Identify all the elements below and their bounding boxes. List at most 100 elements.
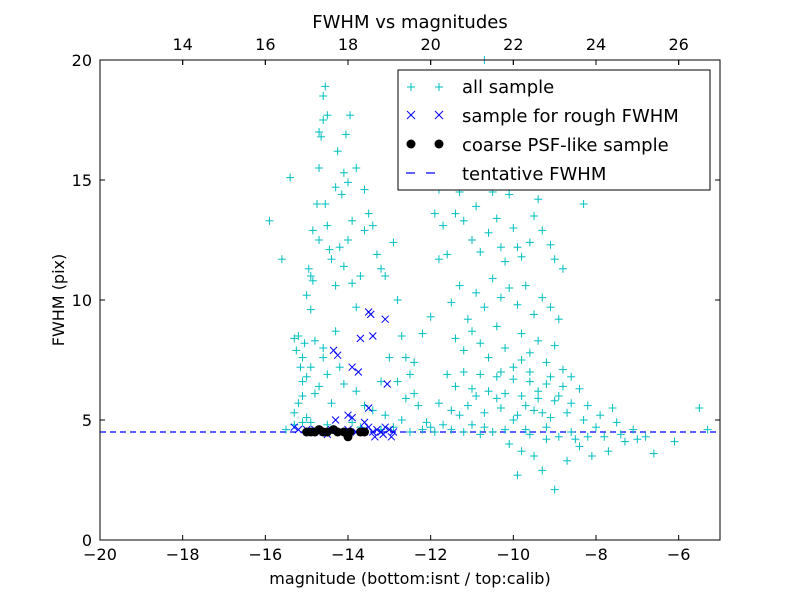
all-sample-point (319, 353, 328, 362)
y-tick-label: 15 (72, 171, 92, 190)
all-sample-point (620, 437, 629, 446)
all-sample-point (422, 418, 431, 427)
all-sample-point (567, 399, 576, 408)
rough-fwhm-point (381, 423, 390, 432)
all-sample-point (538, 408, 547, 417)
all-sample-point (567, 428, 576, 436)
rough-fwhm-point (344, 411, 352, 420)
all-sample-point (294, 399, 303, 408)
rough-fwhm-point (333, 351, 342, 360)
rough-fwhm-point (331, 416, 340, 424)
all-sample-point (308, 276, 317, 285)
top-tick-label: 26 (668, 35, 688, 54)
all-sample-point (393, 377, 402, 386)
all-sample-point (492, 322, 501, 331)
all-sample-point (393, 296, 402, 304)
all-sample-point (542, 423, 551, 432)
all-sample-point (381, 272, 390, 280)
all-sample-point (463, 315, 472, 324)
all-sample-point (451, 334, 460, 343)
all-sample-point (608, 404, 617, 412)
x-tick-label: −8 (584, 545, 608, 564)
all-sample-point (426, 312, 435, 321)
all-sample-point (302, 413, 311, 422)
all-sample-point (517, 356, 526, 364)
all-sample-point (484, 387, 493, 396)
all-sample-point (331, 183, 340, 192)
legend-box (397, 69, 711, 191)
all-sample-point (592, 423, 600, 432)
all-sample-point (525, 377, 534, 386)
all-sample-point (468, 420, 476, 429)
all-sample-point (488, 428, 497, 436)
all-sample-point (513, 243, 522, 252)
all-sample-point (414, 401, 423, 410)
all-sample-point (302, 372, 311, 381)
all-sample-point (542, 435, 551, 444)
all-sample-point (352, 387, 361, 396)
all-sample-point (587, 452, 596, 460)
all-sample-point (542, 358, 551, 367)
all-sample-point (546, 413, 555, 422)
all-sample-point (530, 452, 538, 460)
all-sample-point (389, 238, 398, 247)
top-axis: 14 16 18 20 22 24 26 (172, 35, 689, 65)
legend-all-sample: all sample (407, 77, 554, 98)
all-sample-point (377, 377, 386, 386)
all-sample-point (418, 329, 427, 338)
all-sample-point (321, 82, 330, 91)
all-sample-point (290, 408, 299, 417)
all-sample-point (315, 164, 324, 172)
all-sample-point (327, 255, 336, 264)
all-sample-point (496, 404, 505, 412)
all-sample-point (323, 370, 332, 379)
all-sample-point (306, 418, 315, 427)
all-sample-point (348, 279, 357, 288)
all-sample-point (290, 334, 299, 343)
all-sample-point (480, 408, 489, 417)
all-sample-point (612, 418, 621, 427)
rough-fwhm-point (356, 334, 365, 343)
all-sample-point (294, 332, 303, 340)
all-sample-point (513, 411, 522, 420)
all-sample-point (430, 428, 439, 436)
all-sample-point (505, 284, 514, 292)
all-sample-point (397, 416, 406, 424)
x-tick-label: −20 (83, 545, 117, 564)
all-sample-point (496, 243, 505, 252)
all-sample-point (484, 353, 493, 362)
all-sample-point (298, 418, 307, 427)
y-tick-label: 0 (82, 531, 92, 550)
all-sample-point (286, 173, 295, 182)
all-sample-point (372, 250, 381, 259)
all-sample-point (525, 368, 534, 376)
all-sample-point (550, 255, 559, 264)
legend-label-all-sample: all sample (462, 77, 554, 98)
all-sample-point (492, 372, 501, 381)
y-tick-label: 10 (72, 291, 92, 310)
rough-fwhm-point (387, 432, 396, 441)
rough-fwhm-point (354, 368, 363, 376)
all-sample-point (480, 303, 489, 312)
all-sample-point (513, 471, 522, 480)
all-sample-point (304, 264, 313, 273)
all-sample-point (298, 392, 307, 400)
all-sample-point (341, 130, 350, 139)
top-tick-label: 18 (338, 35, 358, 54)
all-sample-point (306, 363, 315, 372)
all-sample-point (505, 190, 514, 199)
all-sample-point (455, 281, 464, 290)
all-sample-point (344, 236, 352, 244)
all-sample-point (459, 428, 468, 436)
all-sample-point (439, 420, 448, 429)
all-sample-point (443, 250, 452, 259)
y-tick-label: 20 (72, 51, 92, 70)
top-tick-label: 16 (255, 35, 275, 54)
legend-dot-marker (434, 139, 444, 149)
all-sample-point (509, 224, 518, 232)
all-sample-point (348, 216, 357, 225)
all-sample-point (389, 423, 398, 432)
all-sample-point (530, 212, 538, 220)
all-sample-point (463, 401, 472, 410)
all-sample-point (356, 272, 365, 280)
